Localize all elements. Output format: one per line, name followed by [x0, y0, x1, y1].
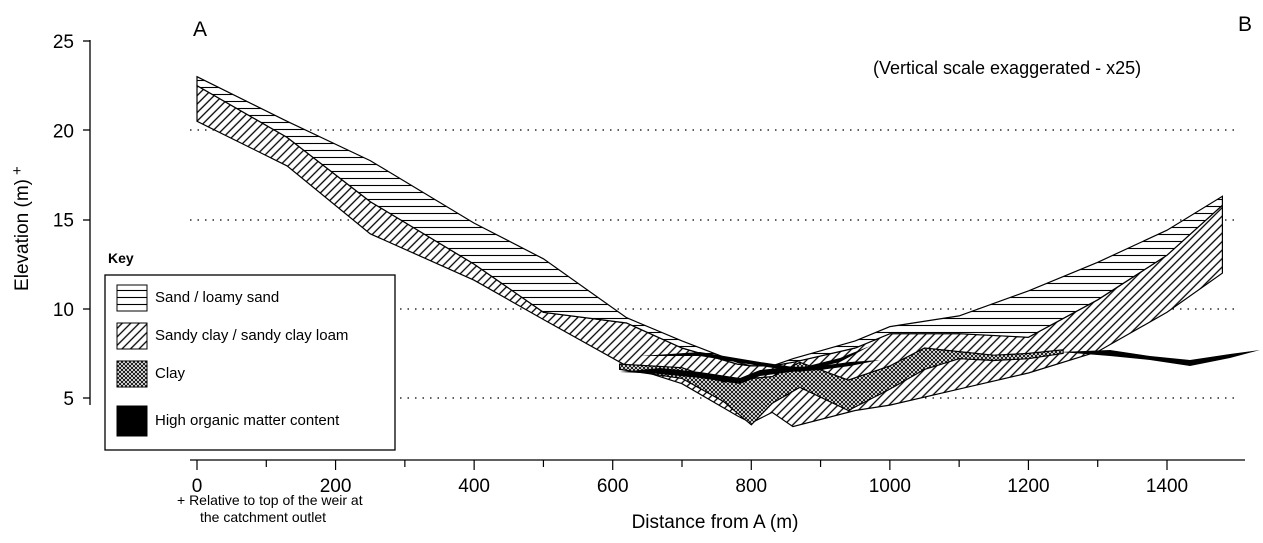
- y-axis-title-mark: +: [9, 166, 26, 175]
- point-a-label: A: [193, 18, 207, 41]
- x-tick-label: 1400: [1146, 476, 1188, 497]
- x-axis-title: Distance from A (m): [632, 512, 799, 533]
- key-box: Sand / loamy sand Sandy clay / sandy cla…: [104, 274, 396, 451]
- x-tick-label: 1000: [869, 476, 911, 497]
- x-tick-label: 200: [320, 476, 352, 497]
- key-label-organic: High organic matter content: [155, 412, 340, 429]
- organic-matter-lenses: [620, 346, 1260, 384]
- organic-lens-right: [1060, 350, 1260, 366]
- x-tick-label: 1200: [1007, 476, 1049, 497]
- y-tick-label: 25: [53, 32, 74, 53]
- key-swatch-sand: [116, 284, 148, 312]
- layer-sand: [196, 75, 1223, 367]
- y-tick-label: 15: [53, 211, 74, 232]
- point-b-label: B: [1238, 13, 1252, 36]
- y-ticks: 5 10 15 20 25: [53, 32, 74, 410]
- key-label-sand: Sand / loamy sand: [155, 289, 279, 306]
- y-axis: [83, 40, 91, 405]
- y-tick-label: 5: [63, 389, 74, 410]
- organic-lens-upper: [640, 346, 870, 372]
- x-ticks: 0 200 400 600 800 1000 1200 1400: [192, 460, 1188, 497]
- x-tick-label: 0: [192, 476, 203, 497]
- key-swatch-sandy-clay: [116, 322, 148, 350]
- organic-lens-left: [620, 360, 880, 384]
- key-swatch-organic: [116, 405, 148, 437]
- y-tick-label: 10: [53, 300, 74, 321]
- key-label-clay: Clay: [155, 365, 186, 382]
- footnote-line-1: + Relative to top of the weir at: [177, 492, 363, 508]
- x-tick-label: 600: [597, 476, 629, 497]
- vertical-scale-note: (Vertical scale exaggerated - x25): [873, 58, 1141, 78]
- key-title: Key: [108, 250, 134, 266]
- y-tick-label: 20: [53, 121, 74, 142]
- y-axis-title: Elevation (m): [12, 179, 33, 291]
- key-label-sandy-clay: Sandy clay / sandy clay loam: [155, 327, 348, 344]
- x-tick-label: 800: [735, 476, 767, 497]
- footnote-line-2: the catchment outlet: [200, 509, 326, 525]
- key-swatch-clay: [116, 360, 148, 388]
- x-tick-label: 400: [458, 476, 490, 497]
